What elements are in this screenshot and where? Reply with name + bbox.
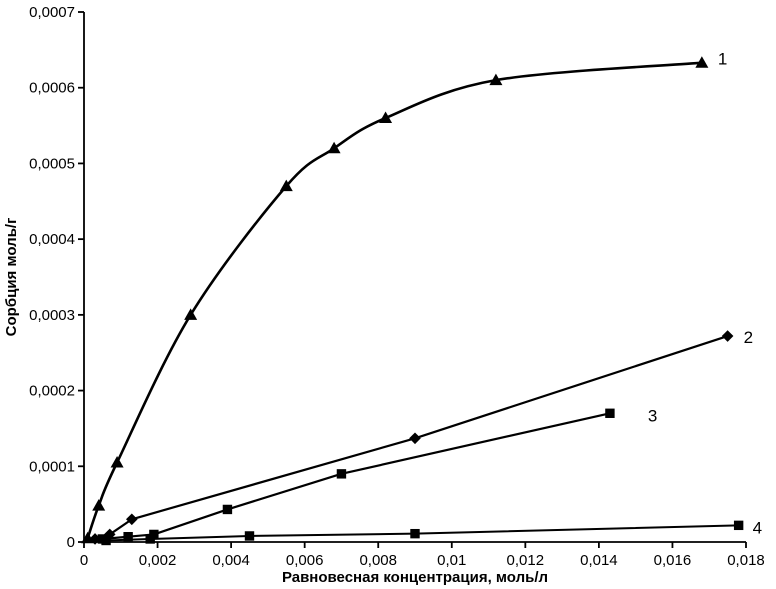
square-marker bbox=[145, 534, 155, 544]
square-marker bbox=[101, 535, 111, 546]
square-marker bbox=[605, 408, 615, 418]
y-tick-label: 0,0002 bbox=[29, 383, 75, 400]
series-line-4 bbox=[105, 524, 740, 542]
triangle-marker bbox=[489, 73, 503, 86]
x-axis-ticks: 0 0,002 0,004 0,006 0,008 0,01 0,012 0,014 0,016… bbox=[80, 542, 765, 569]
series-line-3 bbox=[101, 412, 612, 541]
square-marker bbox=[336, 469, 347, 479]
series-label-3: 3 bbox=[648, 406, 657, 425]
axis-lines bbox=[83, 12, 746, 543]
series-label-4: 4 bbox=[753, 518, 762, 537]
axes bbox=[83, 12, 746, 543]
series-line-1 bbox=[86, 61, 704, 540]
x-tick-label: 0,008 bbox=[359, 552, 397, 569]
y-tick-label: 0,0004 bbox=[29, 231, 75, 248]
diamond-marker bbox=[409, 432, 421, 445]
diamond-marker bbox=[721, 330, 734, 342]
x-tick-label: 0 bbox=[80, 552, 88, 569]
triangle-marker bbox=[379, 111, 393, 123]
series-1: 1 bbox=[81, 50, 727, 544]
x-tick-label: 0,018 bbox=[727, 552, 765, 569]
y-tick-label: 0,0005 bbox=[29, 155, 75, 172]
square-marker bbox=[733, 520, 744, 531]
square-marker bbox=[123, 532, 133, 542]
y-tick-label: 0,0001 bbox=[29, 458, 75, 475]
x-tick-label: 0,016 bbox=[654, 552, 692, 569]
y-axis-title: Сорбция моль/г bbox=[3, 218, 20, 337]
y-tick-label: 0 bbox=[67, 534, 75, 551]
square-marker bbox=[222, 504, 233, 515]
triangle-marker bbox=[92, 499, 106, 511]
x-tick-label: 0,012 bbox=[507, 552, 545, 569]
x-axis-title: Равновесная концентрация, моль/л bbox=[282, 569, 548, 586]
triangle-marker bbox=[279, 179, 293, 192]
triangle-marker bbox=[184, 308, 198, 320]
diamond-marker bbox=[103, 528, 116, 541]
y-axis-ticks: 0 0,0001 0,0002 0,0003 0,0004 0,0005 0,0006 0,0… bbox=[29, 4, 84, 551]
y-tick-label: 0,0003 bbox=[29, 307, 75, 324]
square-marker bbox=[410, 528, 420, 539]
triangle-marker bbox=[110, 456, 124, 468]
x-tick-label: 0,01 bbox=[437, 552, 466, 569]
series-4: 4 bbox=[101, 518, 762, 546]
diamond-marker bbox=[126, 513, 138, 526]
y-tick-label: 0,0007 bbox=[29, 4, 75, 21]
series-label-2: 2 bbox=[744, 328, 753, 347]
series-label-1: 1 bbox=[718, 50, 727, 69]
series-3: 3 bbox=[97, 406, 657, 544]
x-tick-label: 0,006 bbox=[286, 552, 324, 569]
diamond-marker bbox=[89, 533, 101, 545]
y-tick-label: 0,0006 bbox=[29, 80, 75, 97]
x-tick-label: 0,014 bbox=[580, 552, 618, 569]
series-2: 2 bbox=[89, 328, 753, 545]
x-tick-label: 0,002 bbox=[139, 552, 177, 569]
x-tick-label: 0,004 bbox=[212, 552, 250, 569]
square-marker bbox=[244, 531, 255, 541]
triangle-marker bbox=[327, 141, 341, 154]
triangle-marker bbox=[695, 56, 709, 68]
